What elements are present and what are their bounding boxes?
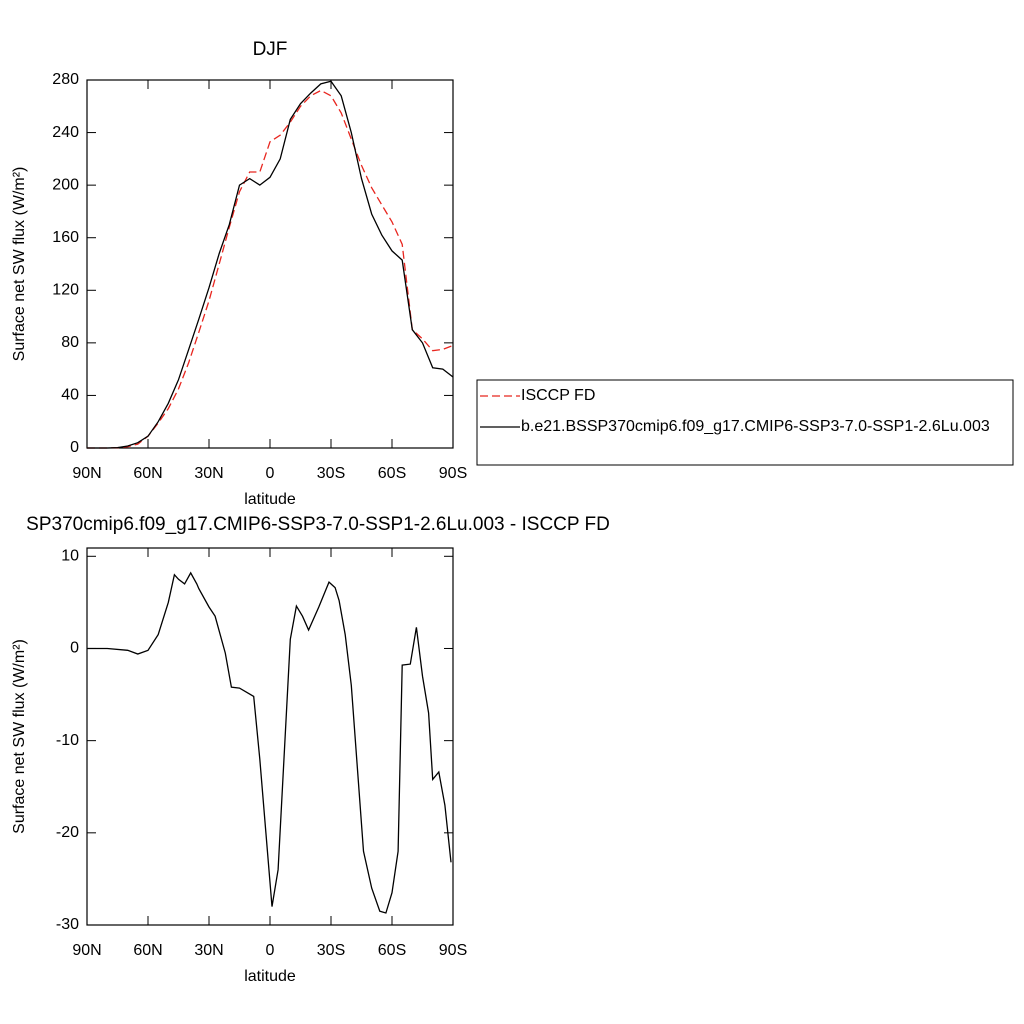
x-tick-label: 60S	[378, 465, 406, 482]
legend: ISCCP FD b.e21.BSSP370cmip6.f09_g17.CMIP6…	[476, 379, 1014, 466]
data-line	[87, 80, 454, 449]
x-tick-label: 90S	[439, 465, 467, 482]
y-axis-label: Surface net SW flux (W/m²)	[11, 639, 28, 834]
x-tick-label: 30S	[317, 465, 345, 482]
plot-frame	[86, 79, 454, 449]
chart-title: DJF	[253, 39, 288, 60]
x-tick-label: 30N	[194, 942, 223, 959]
x-tick-label: 0	[266, 465, 275, 482]
plot-frame	[86, 547, 454, 926]
y-tick-label: 280	[52, 71, 79, 88]
y-tick-label: 0	[70, 640, 79, 657]
chart-panel: DJF latitude Surface net SW flux (W/m²) 90N…	[11, 39, 1014, 508]
x-tick-label: 60N	[133, 942, 162, 959]
y-tick-label: 40	[61, 387, 79, 404]
y-tick-label: 240	[52, 124, 79, 141]
legend-box	[476, 379, 1014, 466]
x-tick-label: 90N	[72, 942, 101, 959]
x-tick-label: 60N	[133, 465, 162, 482]
x-axis-label: latitude	[244, 491, 296, 508]
x-tick-label: 0	[266, 942, 275, 959]
y-tick-label: 120	[52, 282, 79, 299]
legend-label: b.e21.BSSP370cmip6.f09_g17.CMIP6-SSP3-7.…	[521, 418, 990, 435]
x-tick-label: 30N	[194, 465, 223, 482]
x-tick-label: 30S	[317, 942, 345, 959]
chart-title: SP370cmip6.f09_g17.CMIP6-SSP3-7.0-SSP1-2…	[26, 514, 610, 535]
y-axis-label: Surface net SW flux (W/m²)	[11, 167, 28, 362]
x-tick-label: 60S	[378, 942, 406, 959]
legend-label: ISCCP FD	[521, 387, 595, 404]
chart-panel: SP370cmip6.f09_g17.CMIP6-SSP3-7.0-SSP1-2…	[11, 514, 610, 985]
y-tick-label: -20	[56, 824, 79, 841]
x-tick-label: 90S	[439, 942, 467, 959]
x-axis-label: latitude	[244, 968, 296, 985]
y-tick-label: 80	[61, 334, 79, 351]
x-tick-label: 90N	[72, 465, 101, 482]
data-line	[87, 89, 454, 449]
data-line	[87, 571, 452, 914]
y-tick-label: 10	[61, 548, 79, 565]
y-tick-label: -10	[56, 732, 79, 749]
y-tick-label: -30	[56, 916, 79, 933]
y-tick-label: 160	[52, 229, 79, 246]
y-tick-label: 0	[70, 439, 79, 456]
y-tick-label: 200	[52, 176, 79, 193]
